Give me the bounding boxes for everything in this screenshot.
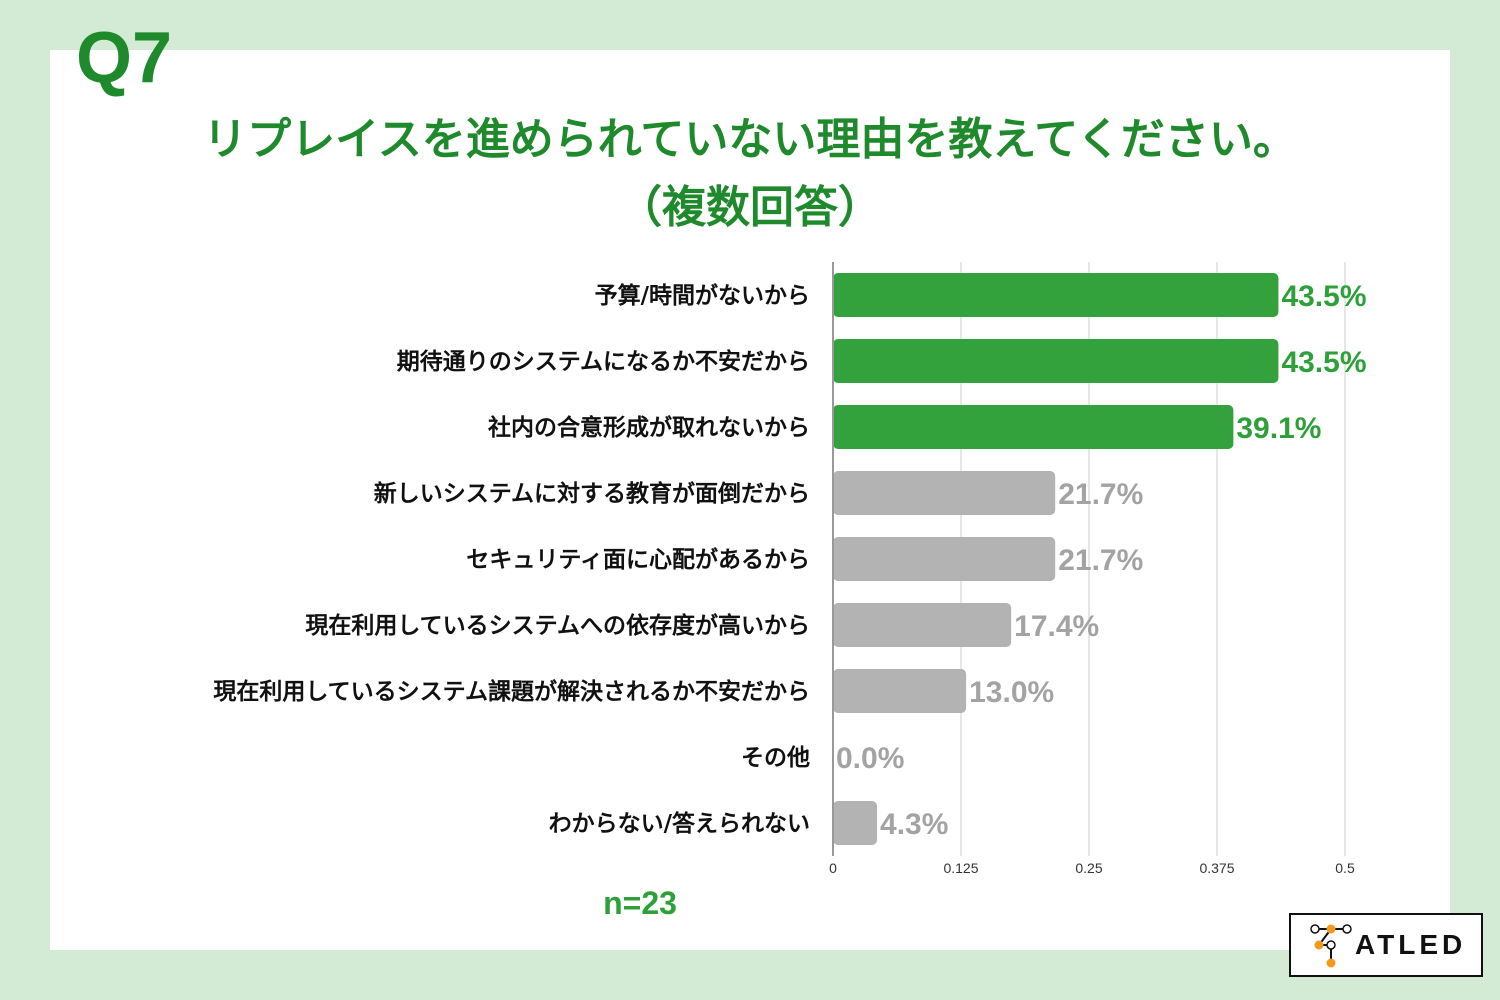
x-tick-label: 0.375	[1199, 860, 1234, 876]
bar	[833, 603, 1012, 647]
x-tick-label: 0.25	[1075, 860, 1102, 876]
chart-subtitle: （複数回答）	[618, 182, 882, 233]
bar	[833, 339, 1279, 383]
data-label: 13.0%	[969, 676, 1054, 709]
data-label: 0.0%	[836, 742, 904, 775]
atled-logo-text: ATLED	[1355, 929, 1467, 960]
bar	[833, 405, 1234, 449]
atled-logo: ATLED	[1289, 913, 1483, 977]
x-tick-label: 0.125	[943, 860, 978, 876]
bar	[833, 669, 967, 713]
bar	[833, 537, 1056, 581]
data-label: 21.7%	[1058, 544, 1143, 577]
bar	[833, 273, 1279, 317]
category-label: セキュリティ面に心配があるから	[466, 546, 810, 573]
data-label: 43.5%	[1281, 280, 1366, 313]
category-label: 現在利用しているシステム課題が解決されるか不安だから	[213, 678, 810, 705]
bar	[833, 801, 878, 845]
bar	[833, 471, 1056, 515]
atled-logo-icon	[1310, 924, 1352, 968]
data-label: 43.5%	[1281, 346, 1366, 379]
sample-size-label: n=23	[603, 885, 677, 921]
question-number: Q7	[76, 18, 173, 98]
x-tick-label: 0	[829, 860, 837, 876]
x-tick-label: 0.5	[1335, 860, 1355, 876]
data-label: 17.4%	[1014, 610, 1099, 643]
category-label: わからない/答えられない	[549, 810, 810, 837]
category-label: 新しいシステムに対する教育が面倒だから	[374, 480, 810, 507]
category-label: 現在利用しているシステムへの依存度が高いから	[305, 612, 810, 639]
chart-title: リプレイスを進められていない理由を教えてください。	[203, 114, 1297, 165]
data-label: 4.3%	[880, 808, 948, 841]
data-label: 21.7%	[1058, 478, 1143, 511]
category-label: その他	[741, 745, 810, 771]
category-label: 予算/時間がないから	[595, 282, 810, 309]
category-label: 社内の合意形成が取れないから	[488, 414, 810, 441]
category-label: 期待通りのシステムになるか不安だから	[397, 348, 810, 375]
data-label: 39.1%	[1236, 412, 1321, 445]
